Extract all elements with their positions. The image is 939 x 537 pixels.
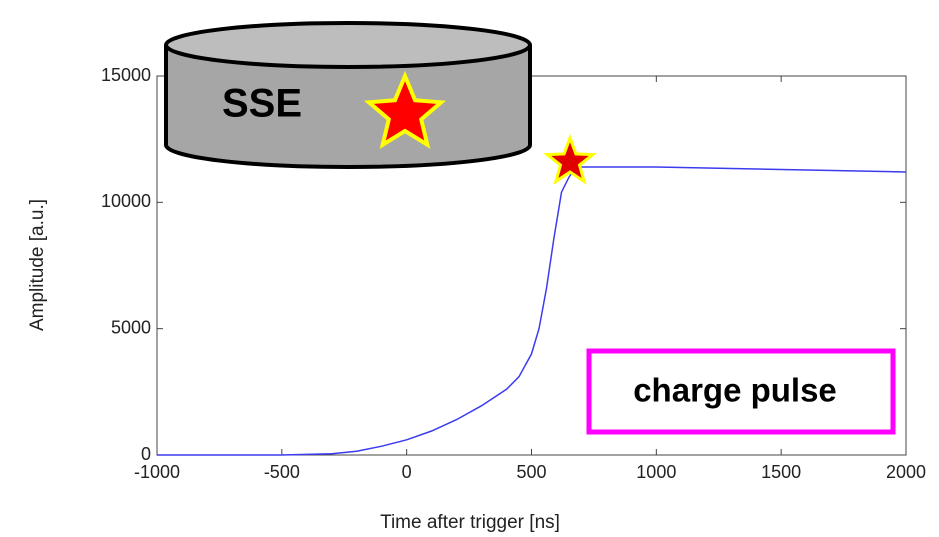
charge-pulse-label: charge pulse: [633, 372, 837, 409]
y-tick-label: 5000: [111, 317, 151, 337]
page: {"chart_data": {"type": "line", "x_label…: [0, 0, 939, 537]
y-tick-label: 15000: [101, 65, 151, 85]
x-tick-label: 1000: [636, 462, 676, 482]
y-tick-label: 10000: [101, 191, 151, 211]
x-tick-label: -500: [264, 462, 300, 482]
cylinder-top: [166, 23, 530, 67]
y-tick-label: 0: [141, 444, 151, 464]
x-tick-label: 2000: [886, 462, 926, 482]
x-tick-label: 1500: [761, 462, 801, 482]
x-tick-label: 0: [402, 462, 412, 482]
cylinder: [166, 23, 530, 167]
sse-label: SSE: [222, 82, 302, 126]
x-tick-label: 500: [516, 462, 546, 482]
x-axis-label: Time after trigger [ns]: [380, 512, 560, 533]
y-axis-label: Amplitude [a.u.]: [27, 199, 48, 331]
x-tick-label: -1000: [134, 462, 180, 482]
chart: Time after trigger [ns] Amplitude [a.u.]…: [0, 0, 939, 537]
